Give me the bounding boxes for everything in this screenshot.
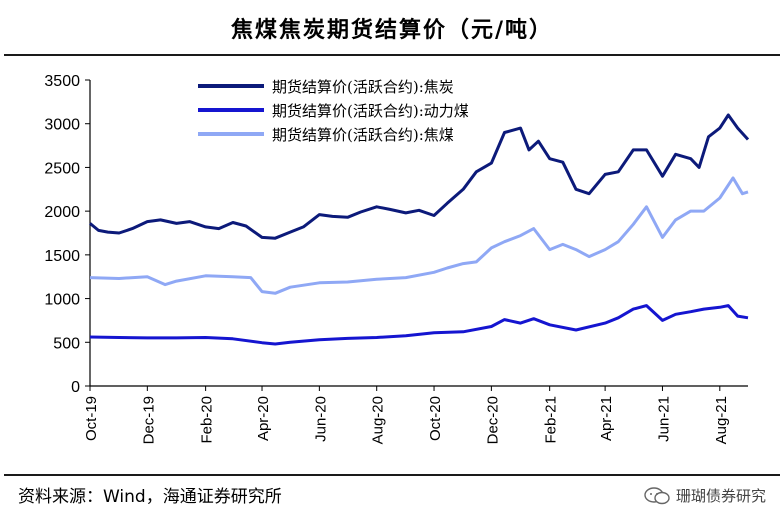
y-tick-label: 1500 [44, 248, 80, 265]
chart-title: 焦煤焦炭期货结算价（元/吨） [230, 17, 554, 43]
x-tick-label: Oct-19 [83, 396, 100, 441]
legend-swatch [198, 132, 264, 136]
watermark: 珊瑚债券研究 [644, 485, 766, 506]
series-line-3 [89, 176, 749, 295]
legend-item: 期货结算价(活跃合约):动力煤 [198, 98, 469, 122]
x-tick-label: Apr-20 [255, 396, 272, 441]
legend-item: 期货结算价(活跃合约):焦煤 [198, 122, 469, 146]
x-tick-label: Dec-19 [140, 396, 157, 444]
legend-label: 期货结算价(活跃合约):焦炭 [272, 77, 454, 96]
watermark-text: 珊瑚债券研究 [675, 487, 766, 505]
legend-label: 期货结算价(活跃合约):动力煤 [272, 101, 469, 120]
x-tick-label: Jun-21 [655, 396, 672, 442]
x-tick-label: Jun-20 [312, 396, 329, 442]
x-tick-label: Feb-21 [543, 396, 560, 444]
bottom-rule [4, 474, 780, 476]
x-tick-label: Apr-21 [598, 396, 615, 441]
x-tick-label: Oct-20 [427, 396, 444, 441]
legend-label: 期货结算价(活跃合约):焦煤 [272, 125, 454, 144]
x-tick-label: Dec-20 [484, 396, 501, 444]
legend-swatch [198, 108, 264, 112]
series-line-1 [89, 113, 750, 240]
y-tick-label: 2000 [44, 204, 80, 221]
x-tick-label: Aug-20 [370, 396, 387, 444]
wechat-icon [644, 486, 670, 504]
legend-item: 期货结算价(活跃合约):焦炭 [198, 74, 469, 98]
series-line-2 [89, 304, 749, 346]
y-tick-label: 3500 [44, 73, 80, 90]
y-tick-label: 3000 [44, 117, 80, 134]
y-tick-label: 500 [53, 335, 80, 352]
source-note: 资料来源：Wind，海通证券研究所 [18, 487, 282, 507]
legend-swatch [198, 84, 264, 88]
y-tick-label: 1000 [44, 292, 80, 309]
chart-plot: 0 500 1000 1500 2000 2500 3000 3500 Oct-19 Dec-19… [44, 73, 750, 444]
title-bar: 焦煤焦炭期货结算价（元/吨） [4, 0, 780, 56]
y-tick-label: 2500 [44, 160, 80, 177]
chart-legend: 期货结算价(活跃合约):焦炭 期货结算价(活跃合约):动力煤 期货结算价(活跃合约)… [198, 74, 469, 146]
x-tick-label: Aug-21 [713, 396, 730, 444]
x-tick-label: Feb-20 [199, 396, 216, 444]
y-tick-label: 0 [71, 379, 80, 396]
